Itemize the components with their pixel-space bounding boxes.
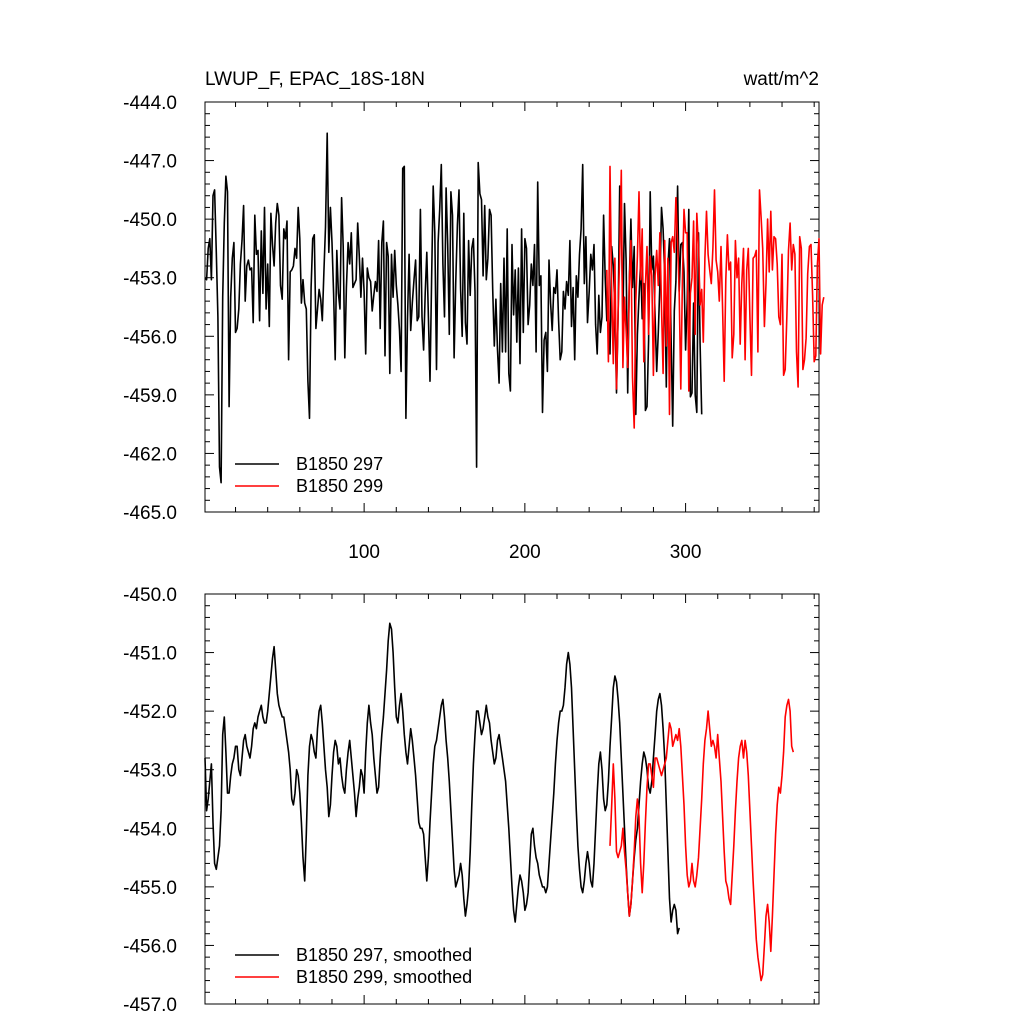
series-line-b1850-297-smoothed: [204, 622, 680, 935]
y-tick-label: -456.0: [123, 936, 177, 957]
y-tick-label: -456.0: [123, 327, 177, 348]
chart-title: LWUP_F, EPAC_18S-18N: [205, 69, 425, 90]
units-label: watt/m^2: [743, 69, 819, 90]
x-tick-label: 100: [348, 542, 380, 563]
y-tick-label: -459.0: [123, 386, 177, 407]
y-tick-label: -457.0: [123, 995, 177, 1016]
plot-frame: [204, 101, 820, 513]
x-tick-label: 300: [670, 542, 702, 563]
legend-label: B1850 299: [296, 476, 383, 496]
series-line-b1850-299-smoothed: [609, 698, 795, 982]
series-line-b1850-299: [606, 165, 825, 429]
y-tick-label: -465.0: [123, 503, 177, 524]
y-tick-label: -452.0: [123, 702, 177, 723]
y-tick-label: -451.0: [123, 644, 177, 665]
y-tick-label: -444.0: [123, 93, 177, 114]
series-line-b1850-297: [204, 132, 703, 484]
x-tick-label: 200: [509, 542, 541, 563]
plot-frame: [204, 593, 820, 1005]
y-tick-label: -450.0: [123, 585, 177, 606]
legend-label: B1850 297, smoothed: [296, 945, 472, 965]
chart-panel-1: -465.0 -462.0 -459.0 -456.0 -453.0 -450.0 -447…: [123, 69, 825, 563]
y-tick-label: -453.0: [123, 761, 177, 782]
y-tick-label: -450.0: [123, 210, 177, 231]
legend-label: B1850 299, smoothed: [296, 967, 472, 987]
y-tick-label: -462.0: [123, 444, 177, 465]
legend-label: B1850 297: [296, 454, 383, 474]
chart-panel-2: -457.0 -456.0 -455.0 -454.0 -453.0 -452.0 -451…: [123, 585, 820, 1016]
y-tick-label: -453.0: [123, 269, 177, 290]
y-tick-label: -455.0: [123, 878, 177, 899]
y-tick-label: -454.0: [123, 819, 177, 840]
y-tick-label: -447.0: [123, 152, 177, 173]
